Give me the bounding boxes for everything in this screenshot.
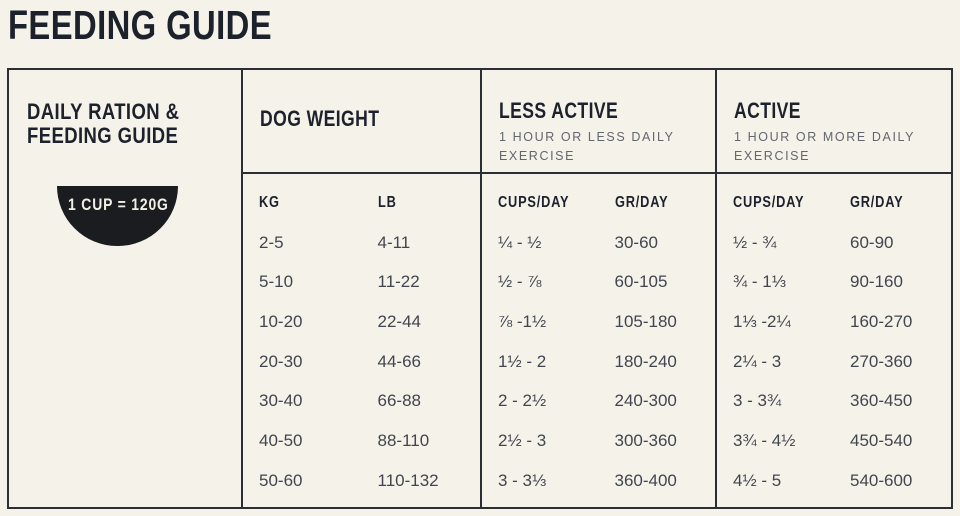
active-cups-subcolumn: CUPS/DAY ½ - ¾ ¾ - 1⅓ 1⅓ -2¼ 2¼ - 3 3 - … [717,183,834,501]
less-active-subtitle: 1 HOUR OR LESS DAILY EXERCISE [499,130,675,163]
less-active-title: LESS ACTIVE [499,98,619,123]
feeding-guide-table: DAILY RATION & FEEDING GUIDE 1 CUP = 120… [7,68,953,509]
table-cell-less-gr: 240-300 [614,391,677,411]
dog-weight-column: DOG WEIGHT KG 2-5 5-10 10-20 20-30 30-40… [243,70,482,507]
table-cell-lb: 11-22 [377,272,420,292]
table-cell-less-gr: 300-360 [614,430,677,450]
table-cell-less-cups: ½ - ⅞ [498,272,542,292]
less-active-header: LESS ACTIVE 1 HOUR OR LESS DAILY EXERCIS… [482,70,715,174]
table-cell-lb: 22-44 [377,311,421,331]
less-active-gr-subcolumn: GR/DAY 30-60 60-105 105-180 180-240 240-… [599,183,716,501]
active-gr-header: GR/DAY [850,193,904,211]
table-cell-active-gr: 360-450 [850,391,913,411]
table-cell-less-cups: ¼ - ½ [498,232,542,252]
table-cell-lb: 44-66 [377,351,421,371]
table-cell-active-cups: 3¾ - 4½ [733,430,796,450]
less-active-gr-header: GR/DAY [614,193,668,211]
table-cell-kg: 5-10 [259,272,294,292]
active-cups-header: CUPS/DAY [733,193,805,211]
less-active-cups-header: CUPS/DAY [498,193,570,211]
table-cell-less-cups: 3 - 3⅓ [498,470,547,490]
table-cell-lb: 4-11 [377,232,411,252]
table-cell-active-cups: ½ - ¾ [733,232,777,252]
intro-title: DAILY RATION & FEEDING GUIDE [27,99,180,148]
dog-weight-body: KG 2-5 5-10 10-20 20-30 30-40 40-50 50-6… [243,174,480,501]
table-cell-active-cups: 2¼ - 3 [733,351,782,371]
table-cell-kg: 50-60 [259,470,303,490]
active-subtitle: 1 HOUR OR MORE DAILY EXERCISE [734,130,915,163]
table-cell-active-cups: ¾ - 1⅓ [733,272,786,292]
table-cell-less-gr: 60-105 [614,272,668,292]
dog-weight-title: DOG WEIGHT [260,106,380,131]
table-cell-active-gr: 60-90 [850,232,894,252]
kg-header: KG [259,193,280,211]
table-cell-active-gr: 540-600 [850,470,913,490]
active-title: ACTIVE [734,98,801,123]
table-cell-kg: 2-5 [259,232,284,252]
active-body: CUPS/DAY ½ - ¾ ¾ - 1⅓ 1⅓ -2¼ 2¼ - 3 3 - … [717,174,951,501]
table-cell-less-cups: 1½ - 2 [498,351,547,371]
table-cell-less-gr: 180-240 [614,351,677,371]
active-header: ACTIVE 1 HOUR OR MORE DAILY EXERCISE [717,70,951,174]
active-column: ACTIVE 1 HOUR OR MORE DAILY EXERCISE CUP… [717,70,951,507]
table-cell-active-cups: 1⅓ -2¼ [733,311,791,331]
page-title: FEEDING GUIDE [8,2,272,48]
table-cell-active-gr: 160-270 [850,311,913,331]
table-cell-kg: 40-50 [259,430,303,450]
lb-header: LB [377,193,397,211]
dog-weight-header: DOG WEIGHT [243,70,480,174]
table-cell-active-gr: 270-360 [850,351,913,371]
table-cell-kg: 10-20 [259,311,303,331]
intro-column: DAILY RATION & FEEDING GUIDE 1 CUP = 120… [9,70,243,507]
table-cell-less-cups: 2½ - 3 [498,430,547,450]
table-cell-less-gr: 30-60 [614,232,658,252]
table-cell-active-cups: 3 - 3¾ [733,391,782,411]
cup-measure-badge: 1 CUP = 120G [57,186,178,246]
table-cell-less-cups: ⅞ -1½ [498,311,547,331]
table-cell-lb: 88-110 [377,430,430,450]
table-cell-less-gr: 105-180 [614,311,677,331]
table-cell-lb: 110-132 [377,470,439,490]
lb-subcolumn: LB 4-11 11-22 22-44 44-66 66-88 88-110 1… [362,183,481,501]
kg-subcolumn: KG 2-5 5-10 10-20 20-30 30-40 40-50 50-6… [243,183,362,501]
table-cell-active-cups: 4½ - 5 [733,470,782,490]
table-cell-active-gr: 90-160 [850,272,903,292]
table-cell-lb: 66-88 [377,391,421,411]
less-active-column: LESS ACTIVE 1 HOUR OR LESS DAILY EXERCIS… [482,70,717,507]
less-active-cups-subcolumn: CUPS/DAY ¼ - ½ ½ - ⅞ ⅞ -1½ 1½ - 2 2 - 2½… [482,183,599,501]
table-cell-less-gr: 360-400 [614,470,677,490]
less-active-body: CUPS/DAY ¼ - ½ ½ - ⅞ ⅞ -1½ 1½ - 2 2 - 2½… [482,174,715,501]
active-gr-subcolumn: GR/DAY 60-90 90-160 160-270 270-360 360-… [834,183,951,501]
table-cell-less-cups: 2 - 2½ [498,391,547,411]
cup-measure-label: 1 CUP = 120G [68,195,169,214]
table-cell-active-gr: 450-540 [850,430,913,450]
table-cell-kg: 20-30 [259,351,303,371]
table-cell-kg: 30-40 [259,391,303,411]
